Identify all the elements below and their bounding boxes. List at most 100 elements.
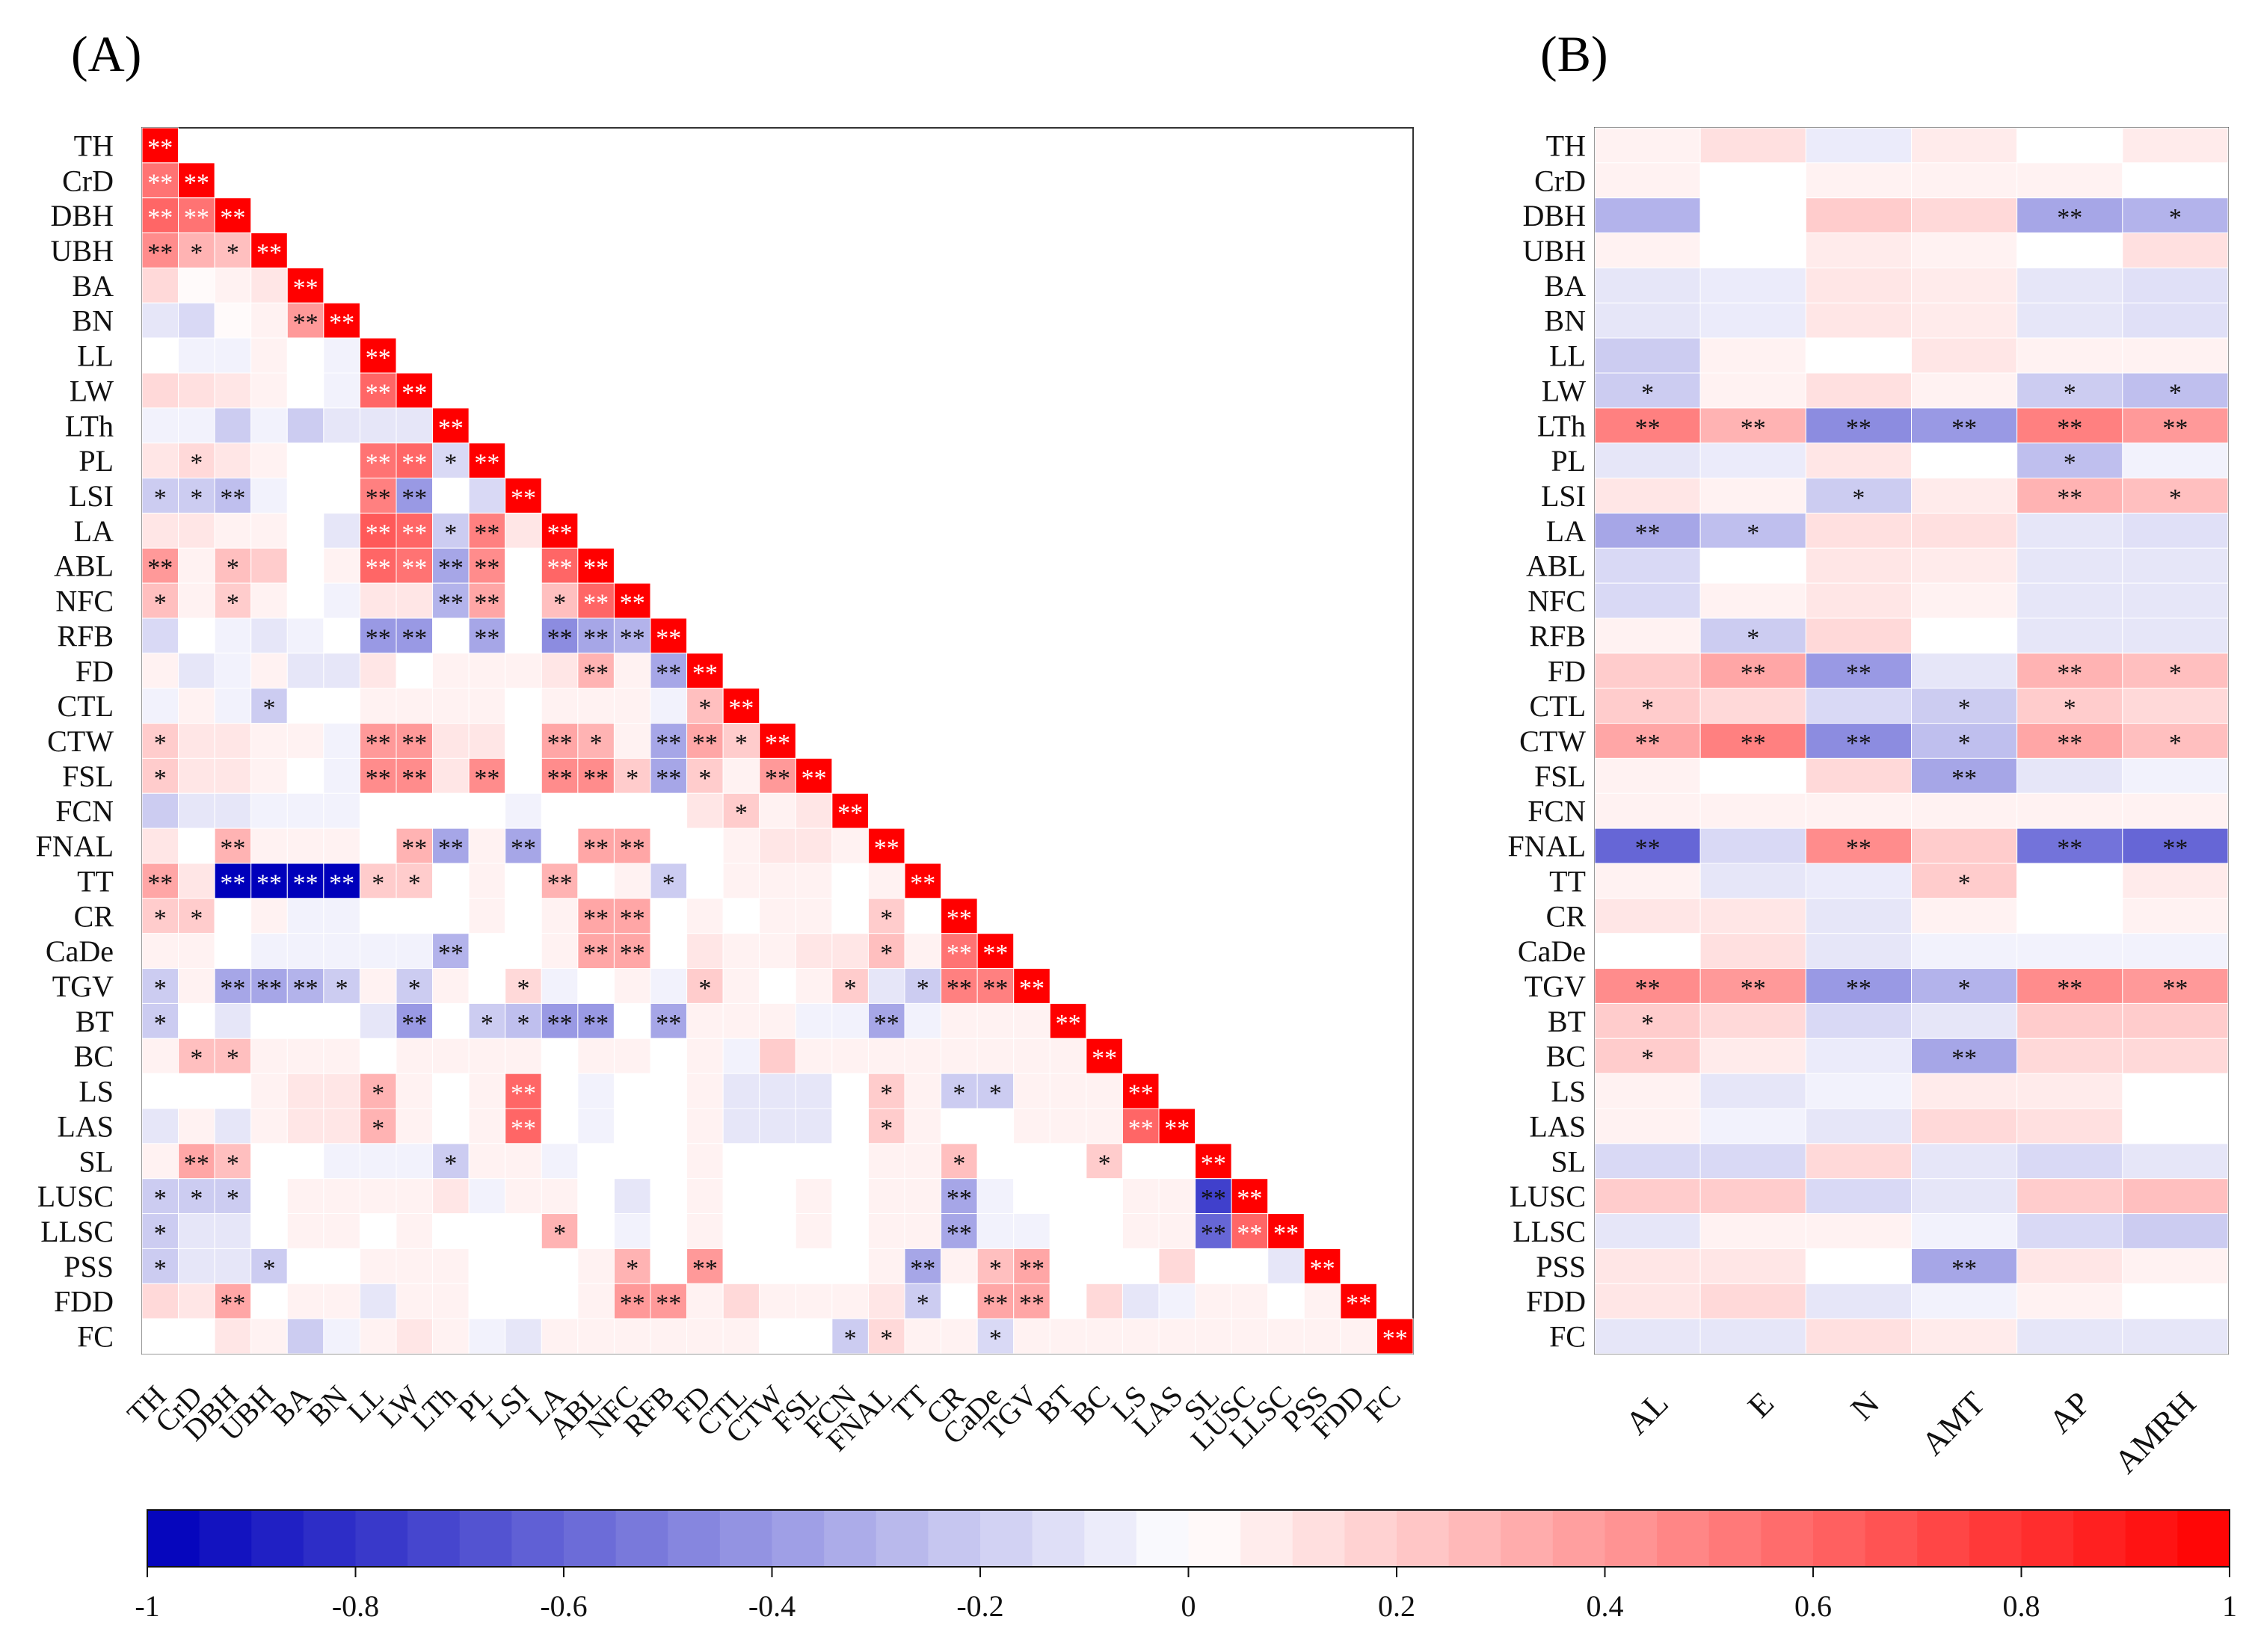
env-cell-pl-al bbox=[1594, 443, 1701, 479]
cell-sl-ubh bbox=[250, 1143, 288, 1180]
star-cade-cr: ** bbox=[947, 940, 972, 967]
star-bt-la: ** bbox=[547, 1010, 573, 1038]
env-cell-pl-amrh bbox=[2122, 443, 2229, 479]
env-star-tgv-al: ** bbox=[1635, 975, 1661, 1002]
env-col-label-al: AL bbox=[1619, 1384, 1676, 1441]
env-cell-bt-amt bbox=[1911, 1002, 2018, 1039]
cell-cr-fnal bbox=[867, 898, 905, 934]
cell-fcn-fcn bbox=[831, 792, 869, 829]
cell-fsl-ctl bbox=[722, 757, 760, 794]
cell-la-bn bbox=[323, 512, 360, 549]
env-col-label-n: N bbox=[1844, 1384, 1886, 1427]
colorbar-tick-label: 0.8 bbox=[2003, 1589, 2040, 1623]
env-cell-fcn-ap bbox=[2016, 792, 2123, 829]
env-cell-ls-e bbox=[1699, 1073, 1806, 1109]
star-ctl-ubh: * bbox=[263, 694, 276, 722]
env-row-label-bn: BN bbox=[1544, 304, 1586, 338]
cell-fc-lusc bbox=[1231, 1318, 1269, 1354]
env-row-label-abl: ABL bbox=[1526, 549, 1586, 583]
env-cell-lusc-ap bbox=[2016, 1178, 2123, 1215]
cell-fsl-ll bbox=[359, 757, 397, 794]
cell-sl-lw bbox=[396, 1143, 434, 1180]
cell-fc-tt bbox=[904, 1318, 942, 1354]
star-fsl-lw: ** bbox=[402, 765, 427, 792]
row-label-ubh: UBH bbox=[51, 234, 114, 268]
env-cell-ctw-e bbox=[1699, 723, 1806, 759]
cell-fcn-ctw bbox=[759, 792, 796, 829]
cell-ls-tt bbox=[904, 1073, 942, 1109]
row-label-abl: ABL bbox=[54, 549, 114, 583]
star-tgv-fd: * bbox=[698, 975, 711, 1002]
colorbar-swatch bbox=[1969, 1510, 2022, 1567]
cell-fc-lsi bbox=[505, 1318, 542, 1354]
cell-fdd-ll bbox=[359, 1283, 397, 1319]
cell-fc-las bbox=[1158, 1318, 1196, 1354]
cell-ls-ll bbox=[359, 1073, 397, 1109]
row-label-cr: CR bbox=[74, 899, 114, 933]
cell-las-cr bbox=[941, 1108, 978, 1144]
cell-cr-ctw bbox=[759, 898, 796, 934]
cell-sl-fnal bbox=[867, 1143, 905, 1180]
cell-ba-crd bbox=[178, 267, 215, 303]
env-cell-nfc-al bbox=[1594, 582, 1701, 619]
star-tt-ll: * bbox=[372, 869, 384, 897]
cell-lw-crd bbox=[178, 372, 215, 409]
env-row-label-fsl: FSL bbox=[1534, 759, 1586, 793]
env-star-tgv-amt: * bbox=[1958, 975, 1971, 1002]
cell-bc-tt bbox=[904, 1038, 942, 1074]
env-row-label-sl: SL bbox=[1551, 1144, 1586, 1178]
env-star-ctw-n: ** bbox=[1846, 730, 1871, 757]
cell-fc-rfb bbox=[650, 1318, 688, 1354]
cell-llsc-ls bbox=[1122, 1213, 1160, 1249]
env-row-label-lsi: LSI bbox=[1541, 479, 1586, 513]
star-abl-lw: ** bbox=[402, 555, 427, 582]
env-cell-nfc-amrh bbox=[2122, 582, 2229, 619]
colorbar-swatch bbox=[303, 1510, 357, 1567]
env-cell-bt-e bbox=[1699, 1002, 1806, 1039]
env-cell-fcn-amrh bbox=[2122, 792, 2229, 829]
row-label-bn: BN bbox=[72, 304, 114, 338]
cell-ll-crd bbox=[178, 337, 215, 374]
env-cell-tgv-ap bbox=[2016, 968, 2123, 1004]
row-label-fcn: FCN bbox=[55, 795, 114, 828]
star-ubh-th: ** bbox=[147, 239, 173, 267]
env-row-label-lw: LW bbox=[1542, 374, 1586, 407]
cell-bt-fsl bbox=[795, 1002, 833, 1039]
env-cell-cade-ap bbox=[2016, 933, 2123, 970]
cell-llsc-sl bbox=[1195, 1213, 1232, 1249]
cell-las-tgv bbox=[1013, 1108, 1050, 1144]
env-cell-llsc-ap bbox=[2016, 1213, 2123, 1249]
row-label-ls: LS bbox=[79, 1075, 114, 1109]
star-ls-lsi: ** bbox=[511, 1080, 536, 1108]
env-cell-fcn-al bbox=[1594, 792, 1701, 829]
cell-cade-abl bbox=[577, 933, 615, 970]
cell-fc-bc bbox=[1086, 1318, 1123, 1354]
cell-llsc-tgv bbox=[1013, 1213, 1050, 1249]
env-cell-fdd-n bbox=[1805, 1283, 1912, 1319]
env-cell-tt-amrh bbox=[2122, 863, 2229, 899]
cell-fsl-ba bbox=[286, 757, 324, 794]
star-bn-ba: ** bbox=[293, 309, 319, 337]
star-abl-la: ** bbox=[547, 555, 573, 582]
env-star-lth-amt: ** bbox=[1951, 414, 1977, 442]
colorbar: -1 -0.8 -0.6 -0.4 -0.2 0 0.2 0.4 0.6 0.8 1 bbox=[135, 1509, 2237, 1623]
cell-pss-fsl bbox=[795, 1248, 833, 1284]
cell-lusc-ctl bbox=[722, 1178, 760, 1215]
cell-fd-lsi bbox=[505, 653, 542, 689]
cell-bc-ctw bbox=[759, 1038, 796, 1074]
cell-las-lth bbox=[432, 1108, 470, 1144]
cell-crd-crd bbox=[178, 162, 215, 199]
star-nfc-pl: ** bbox=[474, 590, 499, 617]
cell-pss-lsi bbox=[505, 1248, 542, 1284]
cell-fd-ll bbox=[359, 653, 397, 689]
env-cell-pss-n bbox=[1805, 1248, 1912, 1284]
cell-bc-nfc bbox=[613, 1038, 651, 1074]
star-pl-ll: ** bbox=[366, 449, 391, 477]
env-cell-fnal-ap bbox=[2016, 827, 2123, 864]
env-cell-la-n bbox=[1805, 512, 1912, 549]
cell-lusc-cade bbox=[976, 1178, 1015, 1215]
cell-tgv-fnal bbox=[867, 968, 905, 1004]
star-lusc-sl: ** bbox=[1201, 1185, 1226, 1212]
cell-bc-bc bbox=[1086, 1038, 1123, 1074]
star-dbh-dbh: ** bbox=[220, 204, 245, 232]
